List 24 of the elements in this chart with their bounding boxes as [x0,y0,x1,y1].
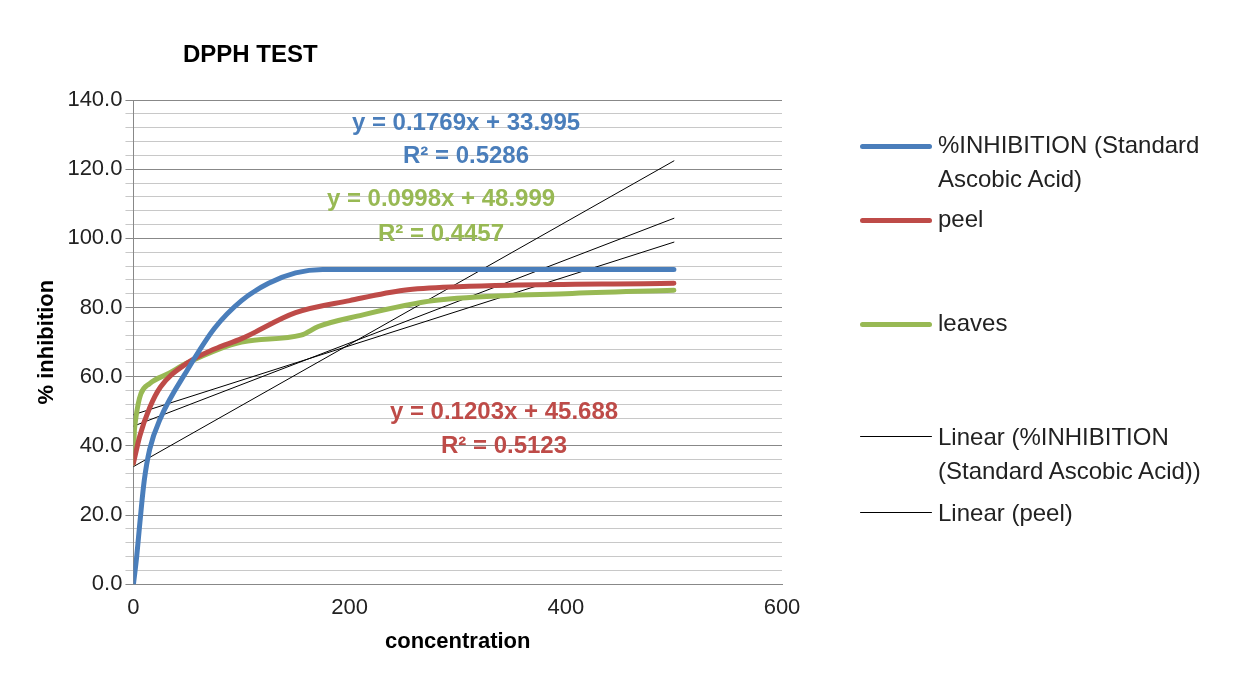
annotation: y = 0.1203x + 45.688 [389,397,619,425]
annotation: y = 0.1769x + 33.995 [351,108,581,136]
legend-label: Linear (%INHIBITION (Standard Ascobic Acid)) [938,422,1202,486]
y-tick-label: 0.0 [91,570,123,596]
y-tick-label: 20.0 [79,501,123,527]
legend-label: leaves [938,308,1008,338]
y-axis-title: % inhibition [33,279,59,405]
annotation: y = 0.0998x + 48.999 [326,184,556,212]
y-tick-label: 120.0 [67,155,123,181]
y-tick-label: 80.0 [79,293,123,319]
legend-label: Linear (peel) [938,498,1073,528]
x-axis-title: concentration [384,627,531,653]
y-tick-label: 140.0 [67,86,123,112]
y-tick-label: 100.0 [67,224,123,250]
x-tick-label: 600 [763,594,801,620]
chart-title: DPPH TEST [183,40,318,68]
y-tick-label: 40.0 [79,431,123,457]
x-tick-label: 400 [547,594,585,620]
legend-label: %INHIBITION (Standard Ascobic Acid) [938,130,1201,194]
x-tick-label: 200 [331,594,368,620]
legend-label: peel [938,204,984,234]
y-tick-label: 60.0 [79,362,123,388]
annotation: R² = 0.5286 [402,141,530,169]
x-tick-label: 0 [127,594,140,620]
